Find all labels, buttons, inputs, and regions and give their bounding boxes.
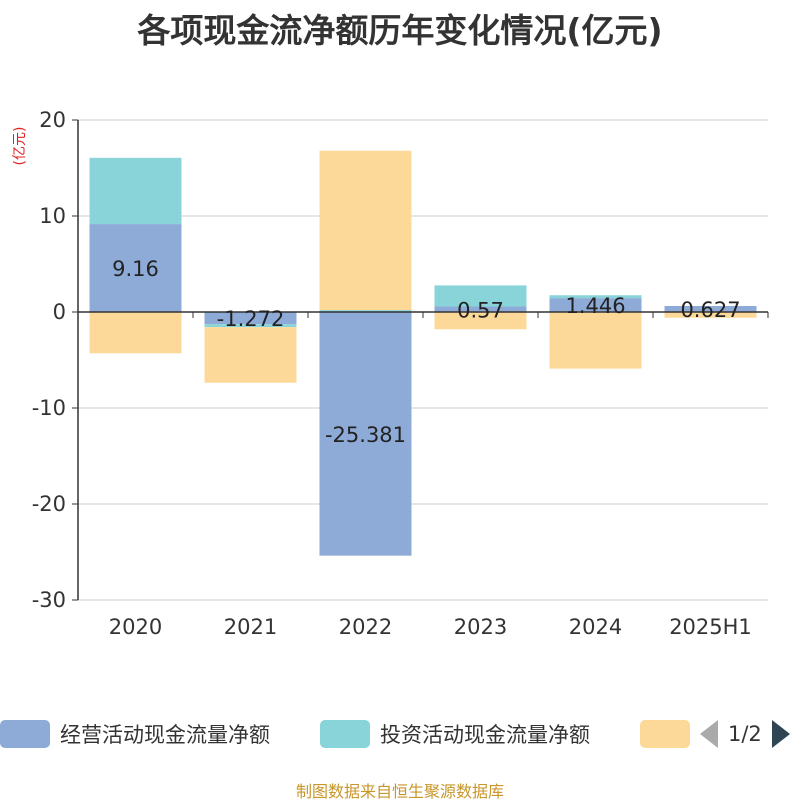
y-tick-label: 0: [53, 300, 66, 324]
legend-swatch: [640, 720, 690, 748]
legend-item-operating[interactable]: 经营活动现金流量净额: [0, 716, 270, 752]
x-tick-label: 2022: [339, 615, 392, 639]
bar-segment-series-0[interactable]: [89, 224, 182, 312]
bar-segment-series-2[interactable]: [204, 327, 297, 383]
legend-page-indicator: 1/2: [728, 722, 762, 746]
bar-segment-series-0[interactable]: [204, 312, 297, 325]
axes: 20 10 0 -10 -20 -30 2020 2021 2022 2023 2024 2025H1: [32, 108, 769, 639]
bar-segment-series-1[interactable]: [549, 295, 642, 299]
legend-item-investing[interactable]: 投资活动现金流量净额: [320, 716, 590, 752]
bar-segment-series-1[interactable]: [319, 310, 412, 312]
y-tick-label: 20: [39, 108, 66, 132]
source-note: 制图数据来自恒生聚源数据库: [295, 782, 504, 801]
bar-segment-series-0[interactable]: [319, 312, 412, 556]
legend-pager: 1/2: [700, 716, 790, 752]
x-tick-label: 2021: [224, 615, 277, 639]
bar-segment-series-2[interactable]: [89, 312, 182, 354]
legend-swatch: [320, 720, 370, 748]
bar-chart: 20 10 0 -10 -20 -30 2020 2021 2022 2023 2024 2025H1…: [12, 108, 769, 639]
bar-segment-series-2[interactable]: [664, 312, 757, 318]
x-tick-label: 2020: [109, 615, 162, 639]
bar-segment-series-0[interactable]: [664, 305, 757, 312]
data-label: -25.381: [325, 423, 406, 447]
bar-segment-series-0[interactable]: [434, 306, 527, 312]
legend-swatch: [0, 720, 50, 748]
data-labels: 9.16 -1.272 -25.381 0.57 1.446 0.627: [112, 257, 740, 447]
bar-segment-series-0[interactable]: [549, 298, 642, 312]
x-tick-label: 2025H1: [669, 615, 752, 639]
bar-segment-series-2[interactable]: [319, 150, 412, 311]
x-tick-label: 2024: [569, 615, 622, 639]
legend-item-third[interactable]: [640, 716, 690, 752]
legend-prev-page-icon[interactable]: [700, 720, 718, 748]
data-label: 1.446: [565, 294, 625, 318]
bar-segment-series-1[interactable]: [204, 324, 297, 328]
y-tick-label: -30: [32, 588, 66, 612]
bars: [89, 150, 757, 556]
data-label: -1.272: [217, 307, 285, 331]
chart-legend: 经营活动现金流量净额 投资活动现金流量净额 1/2: [0, 716, 800, 752]
bar-segment-series-1[interactable]: [89, 157, 182, 225]
y-axis-unit-label: (亿元): [12, 127, 28, 166]
legend-next-page-icon[interactable]: [771, 720, 790, 748]
y-tick-label: -20: [32, 492, 66, 516]
data-label: 0.57: [457, 298, 504, 322]
x-tick-label: 2023: [454, 615, 507, 639]
bar-segment-series-1[interactable]: [434, 285, 527, 307]
chart-title: 各项现金流净额历年变化情况(亿元): [137, 11, 663, 50]
legend-label: 经营活动现金流量净额: [60, 723, 270, 747]
bar-segment-series-2[interactable]: [549, 312, 642, 369]
data-label: 0.627: [680, 298, 740, 322]
legend-label: 投资活动现金流量净额: [380, 723, 590, 747]
bar-segment-series-2[interactable]: [434, 312, 527, 330]
data-label: 9.16: [112, 257, 159, 281]
y-tick-label: -10: [32, 396, 66, 420]
y-tick-label: 10: [39, 204, 66, 228]
grid-lines: [78, 119, 768, 601]
